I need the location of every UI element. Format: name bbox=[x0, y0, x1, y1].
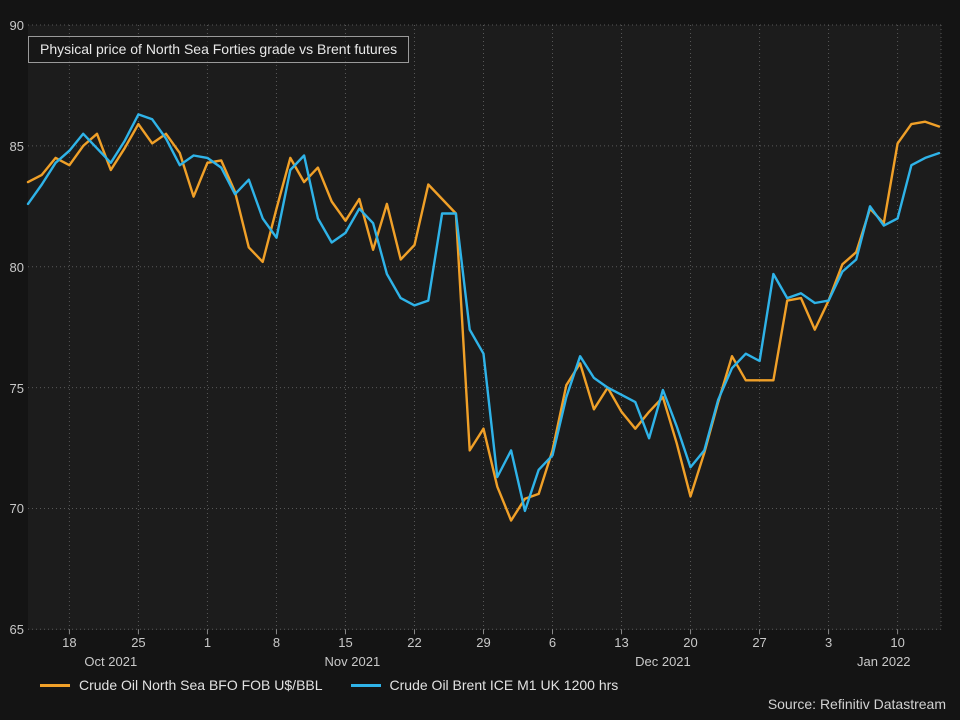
x-axis-month-nov: Nov 2021 bbox=[324, 654, 381, 669]
x-axis-label-27: 27 bbox=[752, 635, 767, 650]
forties-legend-swatch-icon bbox=[40, 683, 70, 687]
brent-legend-label: Crude Oil Brent ICE M1 UK 1200 hrs bbox=[389, 677, 619, 693]
x-axis-label-25: 25 bbox=[131, 635, 146, 650]
x-axis-label-20: 20 bbox=[683, 635, 698, 650]
chart-title: Physical price of North Sea Forties grad… bbox=[28, 36, 410, 63]
x-axis-label-13: 13 bbox=[614, 635, 629, 650]
brent-legend-swatch-icon bbox=[350, 683, 381, 687]
x-axis-label-22: 22 bbox=[407, 635, 422, 650]
x-axis-label-1: 1 bbox=[203, 635, 212, 650]
x-axis-label-29: 29 bbox=[476, 635, 491, 650]
x-axis-month-dec: Dec 2021 bbox=[635, 654, 691, 669]
source-attribution: Source: Refinitiv Datastream bbox=[767, 696, 946, 712]
forties-legend-label: Crude Oil North Sea BFO FOB U$/BBL bbox=[79, 677, 323, 693]
y-axis-label-65: 65 bbox=[9, 622, 24, 638]
plot-area-background bbox=[28, 25, 941, 630]
x-axis-label-8: 8 bbox=[272, 635, 281, 650]
y-axis-label-75: 75 bbox=[9, 380, 24, 396]
y-axis-label-85: 85 bbox=[9, 138, 24, 154]
chart-legend: Crude Oil North Sea BFO FOB U$/BBL Crude … bbox=[40, 677, 618, 693]
y-axis-label-90: 90 bbox=[9, 18, 24, 33]
x-axis-label-6: 6 bbox=[548, 635, 557, 650]
legend-item-brent: Crude Oil Brent ICE M1 UK 1200 hrs bbox=[350, 677, 619, 693]
y-axis-label-80: 80 bbox=[9, 259, 24, 275]
forties-series-line bbox=[26, 120, 941, 522]
brent-series-line bbox=[26, 113, 941, 513]
x-axis-label-10: 10 bbox=[890, 635, 905, 650]
legend-item-forties: Crude Oil North Sea BFO FOB U$/BBL bbox=[40, 677, 323, 693]
x-axis-label-3: 3 bbox=[824, 635, 833, 650]
x-axis-month-oct: Oct 2021 bbox=[84, 654, 138, 669]
x-axis-label-15: 15 bbox=[338, 635, 353, 650]
y-axis-label-70: 70 bbox=[9, 501, 24, 517]
x-axis-month-jan: Jan 2022 bbox=[857, 654, 911, 669]
x-axis-label-18: 18 bbox=[62, 635, 77, 650]
